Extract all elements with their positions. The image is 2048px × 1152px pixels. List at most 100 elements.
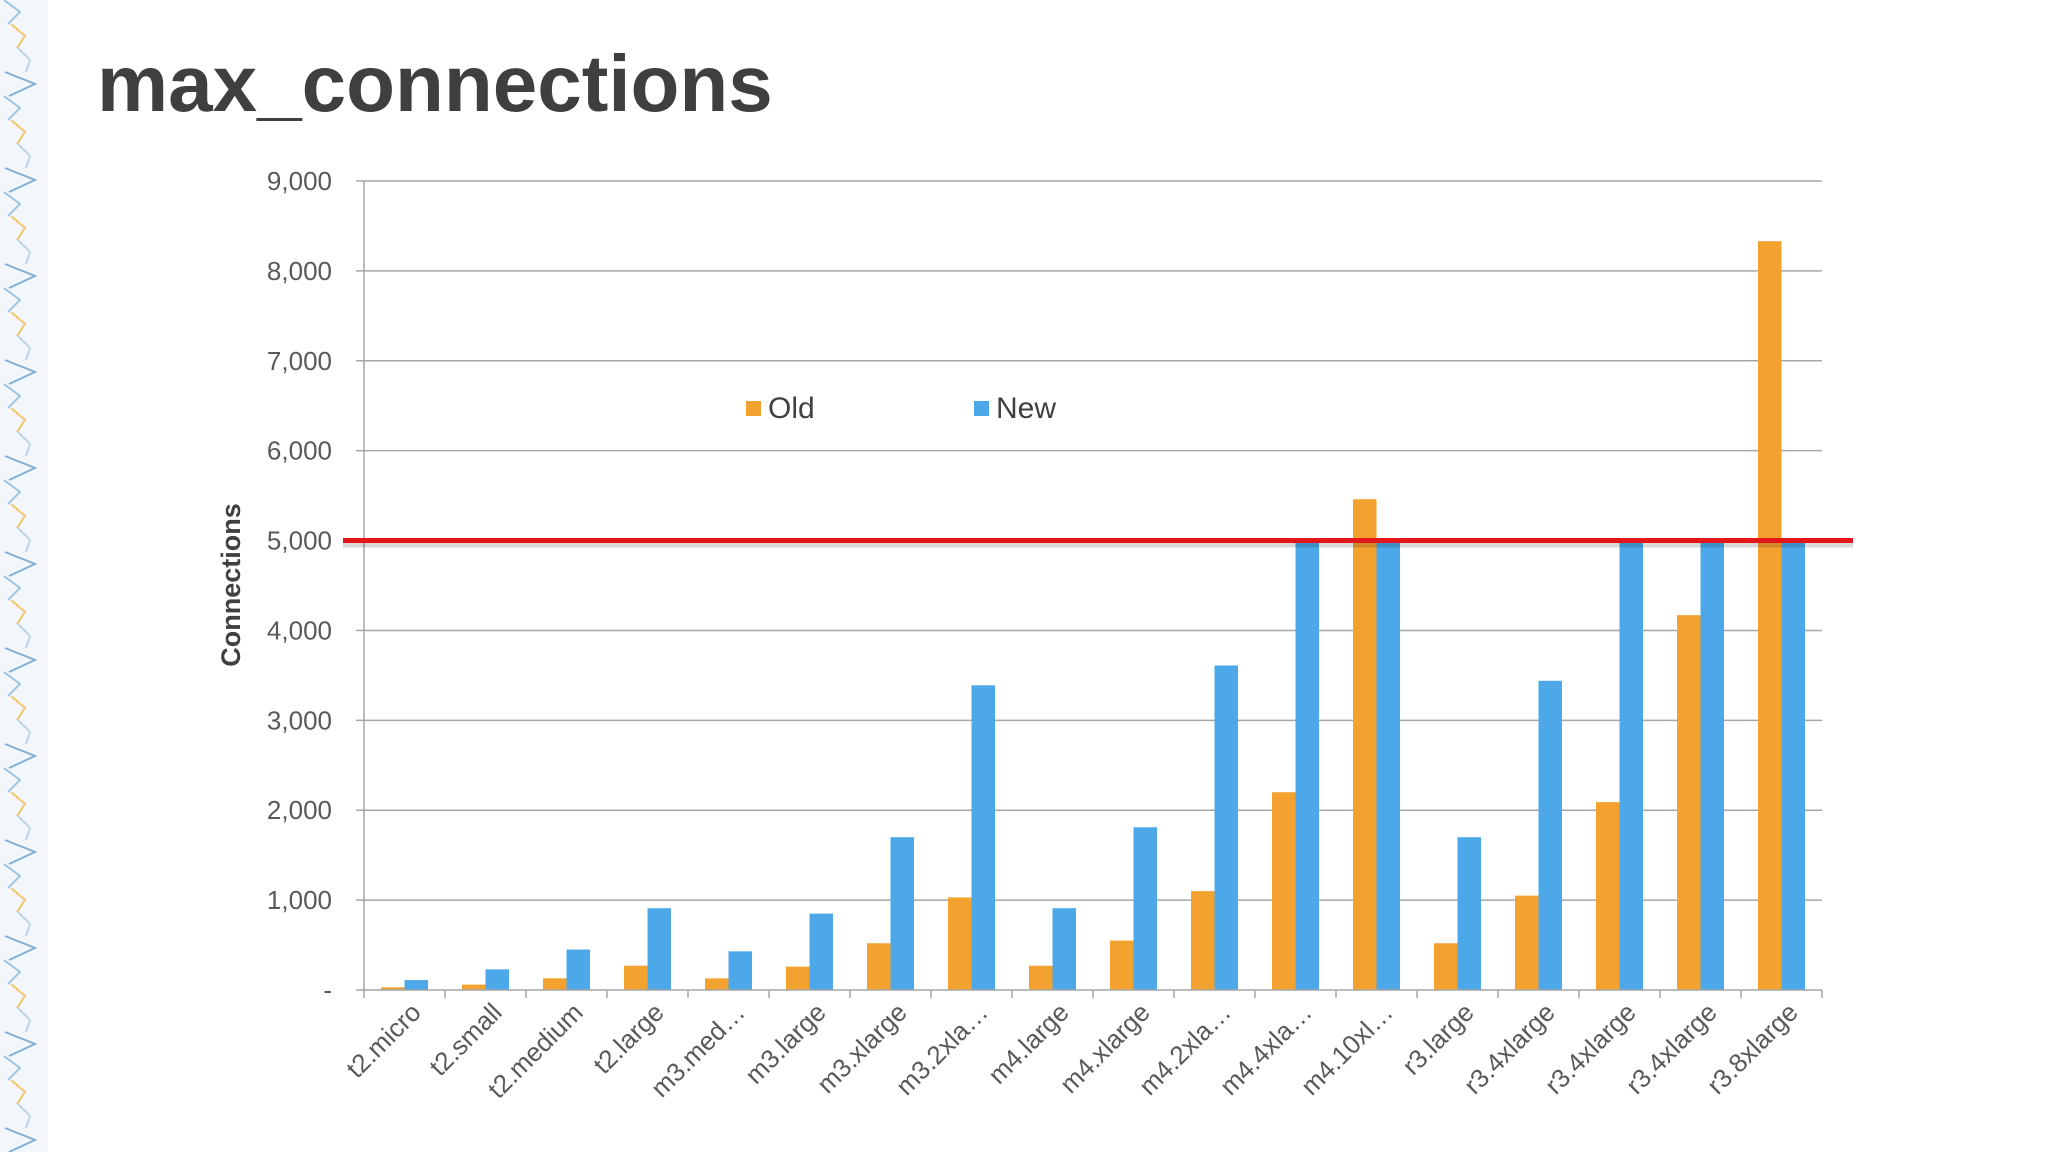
decorative-line (4, 167, 38, 193)
bar-old (1191, 891, 1215, 990)
bar-new (890, 837, 914, 990)
y-tick-label: 7,000 (267, 346, 332, 376)
decorative-line (3, 575, 22, 601)
slide-title: max_connections (97, 39, 773, 128)
bar-new (1133, 827, 1157, 990)
y-tick-label: 2,000 (267, 795, 332, 825)
bar-new (485, 969, 509, 990)
bar-old (462, 984, 486, 990)
decorative-line (17, 239, 32, 265)
decorative-line (10, 119, 27, 145)
decorative-line (10, 887, 27, 913)
y-axis-label: Connections (216, 503, 246, 667)
bar-old (1272, 792, 1296, 990)
y-tick-label: 5,000 (267, 526, 332, 556)
decorative-line (4, 743, 38, 769)
decorative-line (3, 287, 22, 313)
legend-label-old: Old (768, 392, 815, 425)
y-tick-label: 1,000 (267, 885, 332, 915)
bar-old (1758, 241, 1782, 990)
decorative-line (17, 623, 32, 649)
decorative-line (10, 215, 27, 241)
decorative-line (10, 599, 27, 625)
decorative-line (3, 383, 22, 409)
decorative-line (10, 503, 27, 529)
decorative-line (17, 335, 32, 361)
decorative-line (17, 911, 32, 937)
y-tick-label: - (323, 975, 332, 1005)
decorative-line (4, 71, 38, 97)
decorative-line (17, 815, 32, 841)
bar-new (1538, 680, 1562, 990)
decorative-side-pattern (0, 0, 48, 1152)
legend-label-new: New (996, 392, 1056, 425)
y-tick-label: 4,000 (267, 615, 332, 645)
decorative-line (4, 647, 38, 673)
decorative-line (3, 0, 22, 25)
decorative-line (4, 551, 38, 577)
decorative-line (17, 1103, 32, 1129)
bar-old (543, 978, 567, 990)
bar-new (971, 685, 995, 990)
bar-old (705, 978, 729, 990)
decorative-line (17, 527, 32, 553)
bar-new (1700, 540, 1724, 990)
bar-new (1052, 908, 1076, 990)
bar-new (1781, 540, 1805, 990)
decorative-line (10, 791, 27, 817)
decorative-line (4, 455, 38, 481)
bar-old (1353, 499, 1377, 990)
decorative-line (10, 407, 27, 433)
legend: Old New (746, 392, 1056, 425)
bar-new (1619, 540, 1643, 990)
bar-new (404, 980, 428, 990)
legend-swatch-new (974, 401, 989, 416)
bar-new (1376, 540, 1400, 990)
axes (356, 180, 1823, 998)
bar-old (786, 966, 810, 990)
bar-old (1029, 965, 1053, 990)
decorative-line (10, 1079, 27, 1105)
x-tick-label: t2.large (587, 997, 670, 1080)
bar-old (1677, 615, 1701, 990)
decorative-line (3, 671, 22, 697)
bar-new (1214, 665, 1238, 990)
reference-line-group (343, 538, 1853, 548)
bar-old (867, 943, 891, 990)
bars (381, 241, 1805, 990)
decorative-line (17, 143, 32, 169)
decorative-line (4, 263, 38, 289)
decorative-line (10, 983, 27, 1009)
decorative-line (4, 359, 38, 385)
bar-old (1110, 940, 1134, 990)
decorative-line (17, 1007, 32, 1033)
decorative-line (3, 191, 22, 217)
bar-new (1457, 837, 1481, 990)
x-tick-labels: t2.microt2.smallt2.mediumt2.largem3.med…… (340, 997, 1804, 1104)
decorative-line (3, 1055, 22, 1081)
x-tick-label: t2.micro (340, 997, 427, 1084)
bar-old (624, 965, 648, 990)
bar-new (1295, 540, 1319, 990)
bar-old (1434, 943, 1458, 990)
bar-new (809, 913, 833, 990)
decorative-line (17, 47, 32, 73)
decorative-line (4, 935, 38, 961)
legend-swatch-old (746, 401, 761, 416)
bar-new (566, 949, 590, 990)
decorative-line (3, 767, 22, 793)
decorative-line (10, 311, 27, 337)
y-tick-label: 3,000 (267, 705, 332, 735)
bar-old (1515, 895, 1539, 990)
decorative-line (3, 95, 22, 121)
y-tick-label: 9,000 (267, 166, 332, 196)
y-tick-label: 6,000 (267, 436, 332, 466)
y-tick-labels: - 1,000 2,000 3,000 4,000 5,000 6,000 7,000 8,00… (267, 166, 332, 1005)
decorative-line (4, 1031, 38, 1057)
decorative-line (4, 1127, 38, 1152)
bar-old (948, 897, 972, 990)
bar-new (728, 951, 752, 990)
bar-old (1596, 802, 1620, 990)
bar-old (381, 987, 405, 990)
